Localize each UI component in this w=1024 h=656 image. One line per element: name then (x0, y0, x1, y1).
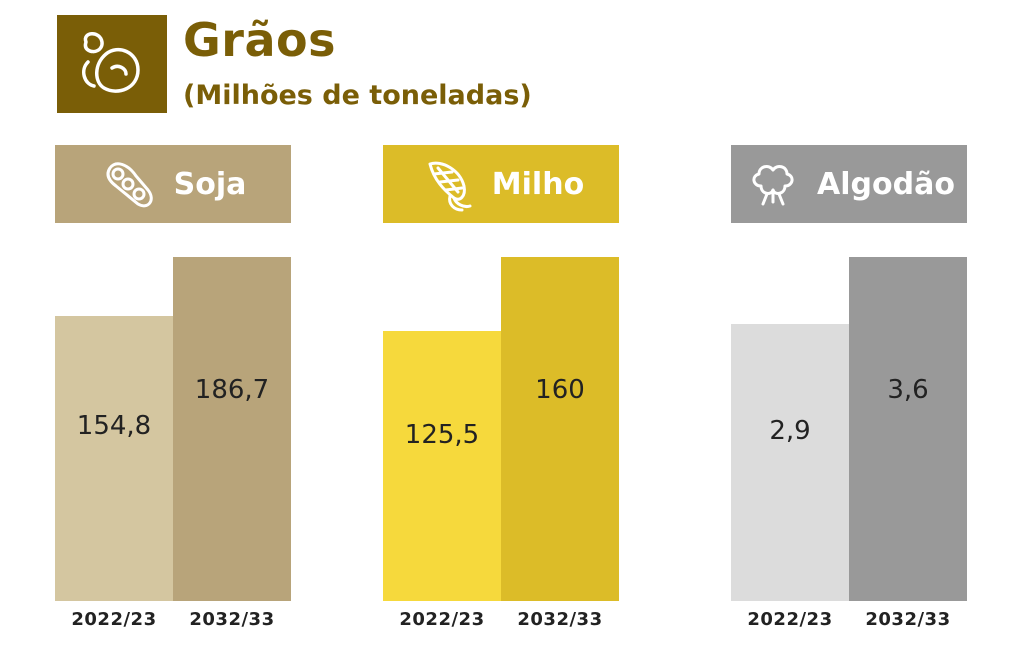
soybean-pod-icon (100, 154, 160, 214)
x-tick-label: 2032/33 (189, 609, 275, 630)
bar-milho-2032-33 (501, 257, 619, 601)
algodao-bars: 2,9 3,6 (731, 245, 967, 601)
grains-logo (57, 15, 167, 113)
data-label: 2,9 (769, 416, 811, 447)
soja-panel: Soja 154,8 186,7 2022/23 2032/33 (55, 145, 291, 645)
page-title: Grãos (183, 13, 336, 67)
x-tick-label: 2032/33 (517, 609, 603, 630)
data-label: 125,5 (404, 420, 480, 451)
x-tick-label: 2022/23 (747, 609, 833, 630)
milho-banner: Milho (383, 145, 619, 223)
bar-algodao-2032-33 (849, 257, 967, 601)
soja-bars: 154,8 186,7 (55, 245, 291, 601)
data-label: 160 (535, 375, 585, 406)
soja-label: Soja (173, 166, 247, 202)
x-tick-label: 2032/33 (865, 609, 951, 630)
bar-algodao-2022-23 (731, 324, 849, 601)
algodao-banner: Algodão (731, 145, 967, 223)
milho-bars: 125,5 160 (383, 245, 619, 601)
page-subtitle: (Milhões de toneladas) (183, 80, 532, 111)
algodao-panel: Algodão 2,9 3,6 2022/23 2032/33 (731, 145, 967, 645)
bean-icon (82, 32, 140, 93)
data-label: 154,8 (76, 411, 152, 442)
milho-label: Milho (491, 166, 585, 202)
bar-soja-2022-23 (55, 316, 173, 601)
soja-banner: Soja (55, 145, 291, 223)
bar-milho-2022-23 (383, 331, 501, 601)
x-tick-label: 2022/23 (71, 609, 157, 630)
data-label: 186,7 (194, 375, 270, 406)
milho-panel: Milho 125,5 160 2022/23 2032/33 (383, 145, 619, 645)
corn-icon (418, 154, 478, 214)
data-label: 3,6 (887, 375, 929, 406)
bar-soja-2032-33 (173, 257, 291, 601)
cotton-icon (743, 154, 803, 214)
x-tick-label: 2022/23 (399, 609, 485, 630)
algodao-label: Algodão (817, 166, 955, 202)
